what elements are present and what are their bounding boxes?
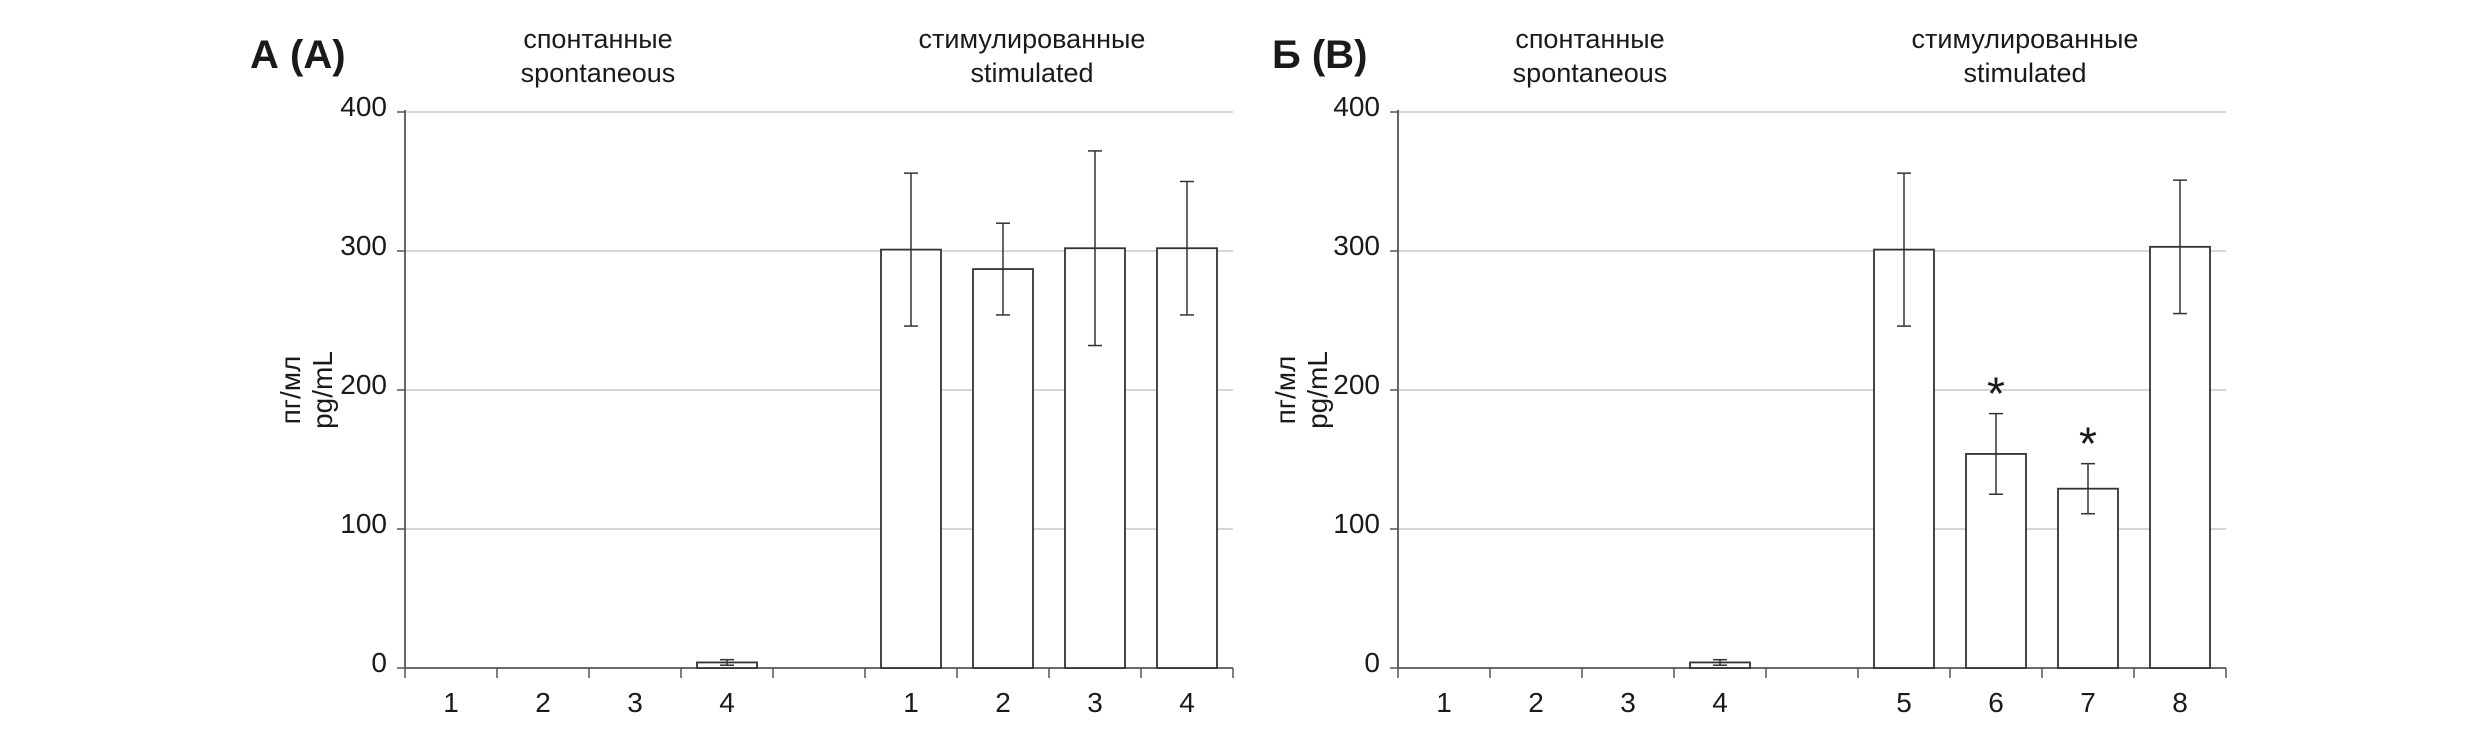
y-tick-label: 0 [371,647,387,678]
significance-marker: * [2079,418,2097,470]
group-title-line1: спонтанные [523,24,672,54]
y-tick-label: 200 [1333,369,1380,400]
x-category-label: 2 [1528,687,1544,718]
group-title-line1: стимулированные [919,24,1146,54]
x-category-label: 2 [535,687,551,718]
y-tick-label: 0 [1364,647,1380,678]
bar [2057,487,2119,669]
y-tick-label: 400 [340,91,387,122]
y-tick-label: 300 [340,230,387,261]
y-tick-label: 100 [340,508,387,539]
y-axis-label: пг/мл [275,356,306,425]
x-category-label: 6 [1988,687,2004,718]
chart-panel-1: А (A) спонтанные spontaneous стимулированны… [250,24,1234,718]
x-category-label: 1 [903,687,919,718]
group-title-line2: stimulated [1963,58,2086,88]
y-axis-label: pg/mL [1302,351,1333,429]
x-category-label: 8 [2172,687,2188,718]
x-category-label: 3 [1087,687,1103,718]
bar [972,268,1034,669]
y-axis-label: pg/mL [307,351,338,429]
bar [1156,247,1218,669]
y-tick-label: 200 [340,369,387,400]
x-category-label: 4 [1712,687,1728,718]
x-category-label: 3 [1620,687,1636,718]
chart-panel-2: Б (B) спонтанные spontaneous стимулированны… [1270,24,2227,718]
y-tick-label: 100 [1333,508,1380,539]
group-title-line1: спонтанные [1515,24,1664,54]
significance-marker: * [1987,368,2005,420]
group-title-line2: spontaneous [1513,58,1668,88]
x-category-label: 1 [443,687,459,718]
group-title-line2: stimulated [970,58,1093,88]
y-axis-label: пг/мл [1270,356,1301,425]
x-category-label: 4 [1179,687,1195,718]
x-category-label: 5 [1896,687,1912,718]
bar [2149,245,2211,669]
y-tick-label: 300 [1333,230,1380,261]
panel-label: А (A) [250,33,346,77]
x-category-label: 4 [719,687,735,718]
x-category-label: 1 [1436,687,1452,718]
y-tick-label: 400 [1333,91,1380,122]
x-category-label: 3 [627,687,643,718]
group-title-line1: стимулированные [1912,24,2139,54]
group-title-line2: spontaneous [521,58,676,88]
x-category-label: 2 [995,687,1011,718]
panel-label: Б (B) [1272,33,1367,77]
x-category-label: 7 [2080,687,2096,718]
